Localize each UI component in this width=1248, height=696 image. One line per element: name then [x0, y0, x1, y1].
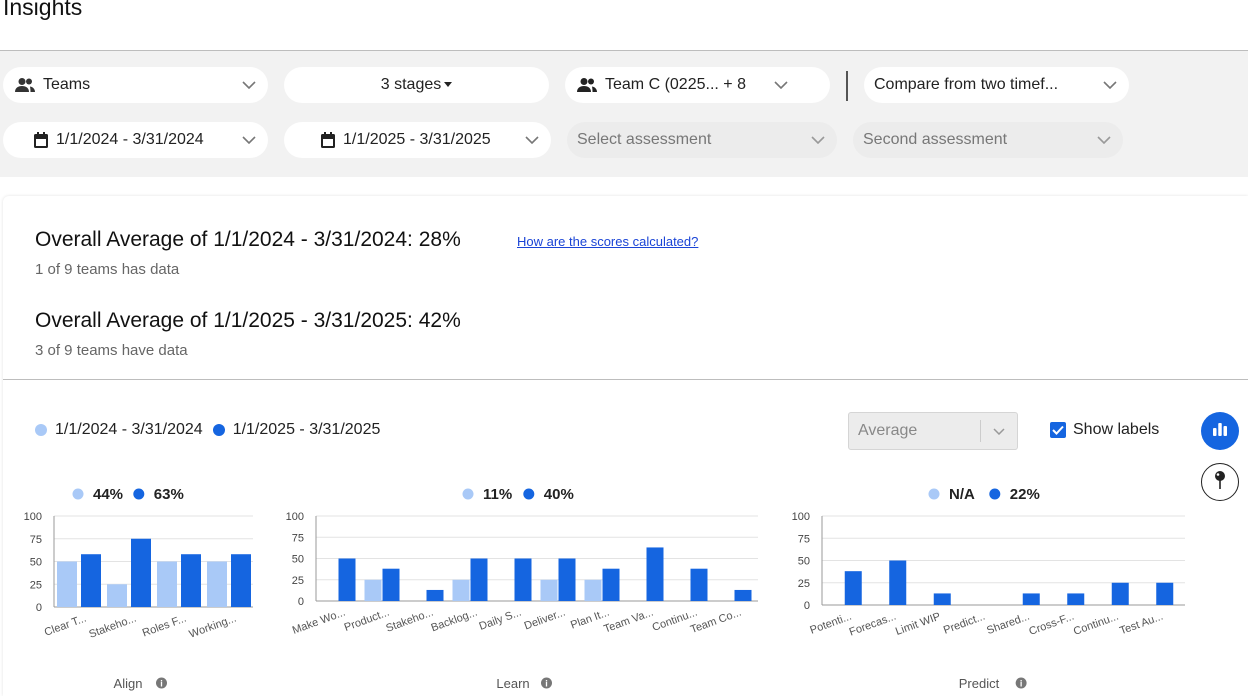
filter-separator [846, 71, 848, 101]
date-range-2-value: 1/1/2025 - 3/31/2025 [343, 131, 491, 148]
chevron-down-icon [981, 427, 1017, 435]
legend-label-1: 1/1/2024 - 3/31/2024 [55, 421, 203, 438]
assessment-1-select[interactable]: Select assessment [567, 122, 837, 158]
compare-mode-value: Compare from two timef... [874, 76, 1059, 93]
group-by-select[interactable]: Teams [3, 67, 268, 103]
people-icon [15, 77, 35, 93]
legend-dot-1 [35, 424, 47, 436]
aggregation-value: Average [858, 422, 918, 439]
aggregation-select[interactable]: Average [848, 412, 1018, 450]
overall-average-1: Overall Average of 1/1/2024 - 3/31/2024:… [35, 228, 461, 251]
teams-with-data-2: 3 of 9 teams have data [35, 342, 188, 359]
legend-item-2: 1/1/2025 - 3/31/2025 [212, 421, 381, 439]
chevron-down-icon [523, 136, 541, 144]
compare-mode-select[interactable]: Compare from two timef... [864, 67, 1129, 103]
chart-legend: 1/1/2024 - 3/31/2024 1/1/2025 - 3/31/202… [35, 421, 390, 439]
calendar-icon [34, 132, 48, 148]
chevron-down-icon [240, 81, 258, 89]
bar-chart-icon [1212, 421, 1228, 442]
pin-view-button[interactable] [1201, 463, 1239, 501]
chevron-down-icon [1101, 81, 1119, 89]
card-divider [3, 379, 1248, 380]
teams-select[interactable]: Team C (0225... + 8 [565, 67, 830, 103]
caret-down-icon [444, 82, 453, 88]
legend-label-2: 1/1/2025 - 3/31/2025 [232, 421, 381, 438]
how-scores-calculated-link[interactable]: How are the scores calculated? [517, 234, 699, 249]
chevron-down-icon [809, 136, 827, 144]
overall-average-2: Overall Average of 1/1/2025 - 3/31/2025:… [35, 309, 461, 332]
chevron-down-icon [772, 81, 790, 89]
group-by-value: Teams [43, 76, 91, 93]
stages-dropdown[interactable]: 3 stages [284, 67, 549, 103]
date-range-1-picker[interactable]: 1/1/2024 - 3/31/2024 [3, 122, 268, 158]
teams-value: Team C (0225... + 8 [605, 76, 746, 93]
stages-value: 3 stages [380, 76, 442, 93]
show-labels-text: Show labels [1073, 421, 1160, 438]
show-labels-checkbox[interactable] [1050, 422, 1066, 438]
teams-with-data-1: 1 of 9 teams has data [35, 261, 180, 278]
show-labels-toggle[interactable]: Show labels [1050, 421, 1159, 439]
chevron-down-icon [1095, 136, 1113, 144]
legend-dot-2 [212, 424, 225, 436]
date-range-1-value: 1/1/2024 - 3/31/2024 [56, 131, 204, 148]
chevron-down-icon [240, 136, 258, 144]
date-range-2-picker[interactable]: 1/1/2025 - 3/31/2025 [284, 122, 551, 158]
page-title: Insights [3, 0, 83, 20]
assessment-1-placeholder: Select assessment [577, 131, 712, 148]
bar-chart-view-button[interactable] [1201, 412, 1239, 450]
legend-item-1: 1/1/2024 - 3/31/2024 [35, 421, 203, 439]
pin-icon [1214, 470, 1226, 495]
insights-card [3, 196, 1248, 696]
calendar-icon [321, 132, 335, 148]
people-icon [577, 77, 597, 93]
assessment-2-select[interactable]: Second assessment [853, 122, 1123, 158]
assessment-2-placeholder: Second assessment [863, 131, 1008, 148]
header-divider [0, 50, 1248, 51]
